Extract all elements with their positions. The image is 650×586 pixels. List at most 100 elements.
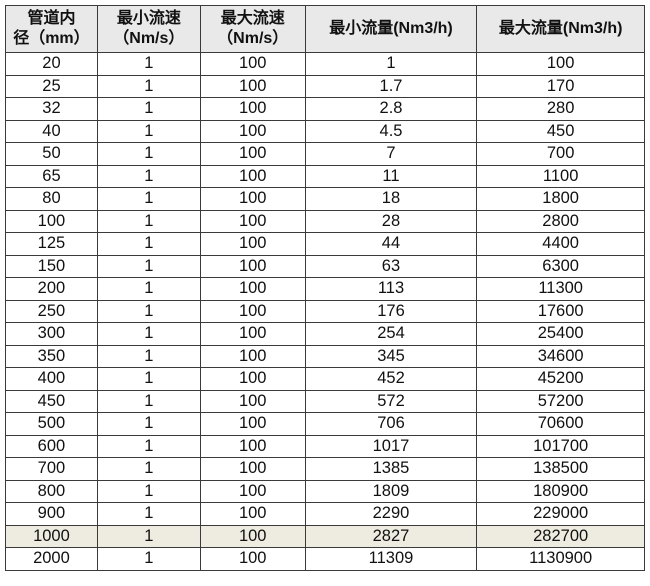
table-row: 125 1 100 44 4400: [5, 232, 645, 256]
table-cell: 2.8: [304, 97, 478, 121]
table-cell: 1: [96, 232, 201, 256]
table-cell: 282700: [476, 524, 645, 548]
table-cell: 100: [199, 277, 306, 301]
table-cell: 150: [5, 254, 98, 278]
table-cell: 706: [304, 412, 478, 436]
table-row: 50 1 100 7 700: [5, 142, 645, 166]
header-line: 管道内: [27, 10, 76, 27]
table-cell: 100: [199, 457, 306, 481]
header-max-flow: 最大流量(Nm3/h): [476, 5, 645, 53]
table-cell: 138500: [476, 457, 645, 481]
table-cell: 44: [304, 232, 478, 256]
table-cell: 700: [476, 142, 645, 166]
table-cell: 50: [5, 142, 98, 166]
table-cell: 800: [5, 479, 98, 503]
table-cell: 2000: [5, 547, 98, 571]
flow-table: 管道内 径（mm） 最小流速 （Nm/s） 最大流速 （Nm/s） 最小流量(Nm3/…: [5, 5, 645, 571]
table-row: 600 1 100 1017 101700: [5, 434, 645, 458]
table-cell: 100: [199, 299, 306, 323]
table-cell: 20: [5, 52, 98, 76]
table-row: 25 1 100 1.7 170: [5, 74, 645, 98]
table-cell: 450: [5, 389, 98, 413]
table-cell: 900: [5, 502, 98, 526]
table-row: 500 1 100 706 70600: [5, 412, 645, 436]
table-cell: 1: [96, 547, 201, 571]
table-cell: 1: [96, 277, 201, 301]
table-cell: 100: [199, 187, 306, 211]
table-cell: 63: [304, 254, 478, 278]
table-row: 1000 1 100 2827 282700: [5, 524, 645, 548]
table-cell: 2827: [304, 524, 478, 548]
table-cell: 80: [5, 187, 98, 211]
table-cell: 1: [304, 52, 478, 76]
table-cell: 113: [304, 277, 478, 301]
table-row: 300 1 100 254 25400: [5, 322, 645, 346]
table-cell: 32: [5, 97, 98, 121]
table-cell: 25400: [476, 322, 645, 346]
table-cell: 1: [96, 52, 201, 76]
header-line: 最大流速: [220, 10, 285, 27]
table-cell: 11: [304, 164, 478, 188]
table-cell: 100: [199, 232, 306, 256]
table-row: 250 1 100 176 17600: [5, 299, 645, 323]
table-cell: 100: [199, 479, 306, 503]
table-cell: 100: [199, 412, 306, 436]
table-row: 65 1 100 11 1100: [5, 164, 645, 188]
table-cell: 100: [199, 164, 306, 188]
table-cell: 254: [304, 322, 478, 346]
table-cell: 45200: [476, 367, 645, 391]
table-cell: 1: [96, 434, 201, 458]
table-cell: 350: [5, 344, 98, 368]
table-cell: 100: [199, 434, 306, 458]
table-row: 150 1 100 63 6300: [5, 254, 645, 278]
table-cell: 100: [199, 367, 306, 391]
table-cell: 1.7: [304, 74, 478, 98]
header-pipe-diameter: 管道内 径（mm）: [5, 5, 98, 53]
table-cell: 600: [5, 434, 98, 458]
table-cell: 100: [199, 254, 306, 278]
table-cell: 400: [5, 367, 98, 391]
header-min-flow: 最小流量(Nm3/h): [304, 5, 478, 53]
table-cell: 17600: [476, 299, 645, 323]
table-cell: 1000: [5, 524, 98, 548]
header-line: 最小流量(Nm3/h): [329, 20, 453, 37]
table-cell: 125: [5, 232, 98, 256]
table-cell: 1: [96, 524, 201, 548]
table-cell: 1: [96, 344, 201, 368]
table-row: 400 1 100 452 45200: [5, 367, 645, 391]
table-cell: 70600: [476, 412, 645, 436]
table-cell: 170: [476, 74, 645, 98]
table-cell: 2290: [304, 502, 478, 526]
table-cell: 101700: [476, 434, 645, 458]
header-line: 最大流量(Nm3/h): [498, 20, 623, 37]
table-cell: 1: [96, 254, 201, 278]
table-row: 200 1 100 113 11300: [5, 277, 645, 301]
table-cell: 572: [304, 389, 478, 413]
table-row: 700 1 100 1385 138500: [5, 457, 645, 481]
table-row: 900 1 100 2290 229000: [5, 502, 645, 526]
table-cell: 11300: [476, 277, 645, 301]
table-cell: 100: [199, 502, 306, 526]
table-row: 450 1 100 572 57200: [5, 389, 645, 413]
table-cell: 452: [304, 367, 478, 391]
table-cell: 280: [476, 97, 645, 121]
header-line: （Nm/s）: [113, 30, 185, 47]
header-line: （Nm/s）: [217, 30, 289, 47]
table-cell: 700: [5, 457, 98, 481]
table-cell: 100: [199, 119, 306, 143]
table-cell: 345: [304, 344, 478, 368]
table-cell: 4400: [476, 232, 645, 256]
table-cell: 1: [96, 164, 201, 188]
table-cell: 1: [96, 389, 201, 413]
table-cell: 1: [96, 479, 201, 503]
table-cell: 100: [199, 344, 306, 368]
header-min-velocity: 最小流速 （Nm/s）: [96, 5, 201, 53]
table-cell: 1: [96, 142, 201, 166]
table-cell: 34600: [476, 344, 645, 368]
table-cell: 1: [96, 209, 201, 233]
table-cell: 18: [304, 187, 478, 211]
table-cell: 65: [5, 164, 98, 188]
table-cell: 250: [5, 299, 98, 323]
table-cell: 40: [5, 119, 98, 143]
table-cell: 1: [96, 74, 201, 98]
